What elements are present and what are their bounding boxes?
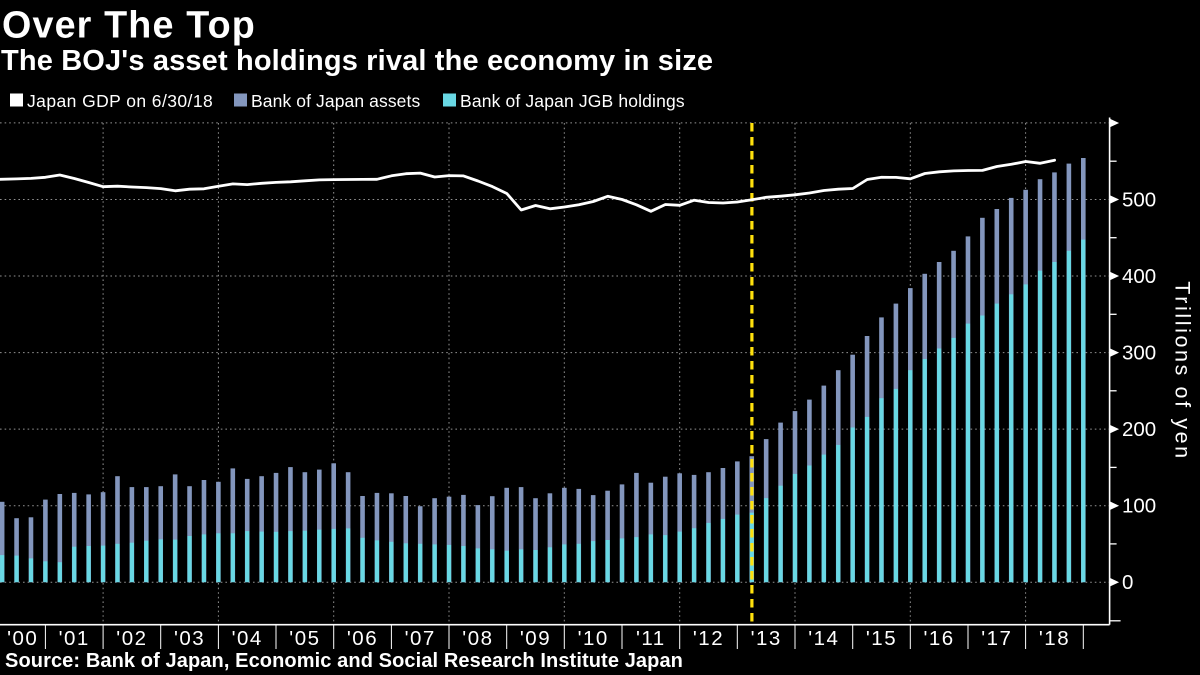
svg-text:'16: '16	[923, 627, 954, 650]
svg-text:'09: '09	[520, 627, 551, 650]
svg-text:'17: '17	[981, 627, 1012, 650]
svg-text:Over The Top: Over The Top	[2, 4, 256, 46]
svg-text:'01: '01	[59, 627, 90, 650]
svg-text:0: 0	[1122, 571, 1133, 594]
svg-text:500: 500	[1122, 189, 1156, 212]
svg-text:Japan GDP on 6/30/18: Japan GDP on 6/30/18	[27, 91, 213, 111]
svg-text:300: 300	[1122, 342, 1156, 365]
svg-text:'13: '13	[751, 627, 782, 650]
svg-text:'03: '03	[174, 627, 205, 650]
svg-text:'05: '05	[289, 627, 320, 650]
svg-text:'18: '18	[1039, 627, 1070, 650]
svg-text:Bank of Japan assets: Bank of Japan assets	[251, 91, 420, 111]
svg-text:Source: Bank of Japan, Economi: Source: Bank of Japan, Economic and Soci…	[5, 650, 683, 672]
svg-text:'00: '00	[7, 627, 38, 650]
svg-text:'04: '04	[232, 627, 263, 650]
svg-text:200: 200	[1122, 418, 1156, 441]
svg-text:'07: '07	[405, 627, 436, 650]
svg-text:'02: '02	[116, 627, 147, 650]
svg-text:The BOJ's asset holdings rival: The BOJ's asset holdings rival the econo…	[1, 45, 713, 77]
svg-text:'11: '11	[636, 627, 666, 650]
svg-text:'08: '08	[462, 627, 493, 650]
svg-text:Trillions of yen: Trillions of yen	[1171, 281, 1195, 460]
svg-text:Bank of Japan JGB holdings: Bank of Japan JGB holdings	[460, 91, 685, 111]
svg-text:'12: '12	[693, 627, 724, 650]
svg-text:'06: '06	[347, 627, 378, 650]
svg-text:100: 100	[1122, 495, 1156, 518]
svg-text:400: 400	[1122, 265, 1156, 288]
svg-text:'15: '15	[866, 627, 897, 650]
svg-text:'14: '14	[808, 627, 839, 650]
svg-text:'10: '10	[578, 627, 609, 650]
